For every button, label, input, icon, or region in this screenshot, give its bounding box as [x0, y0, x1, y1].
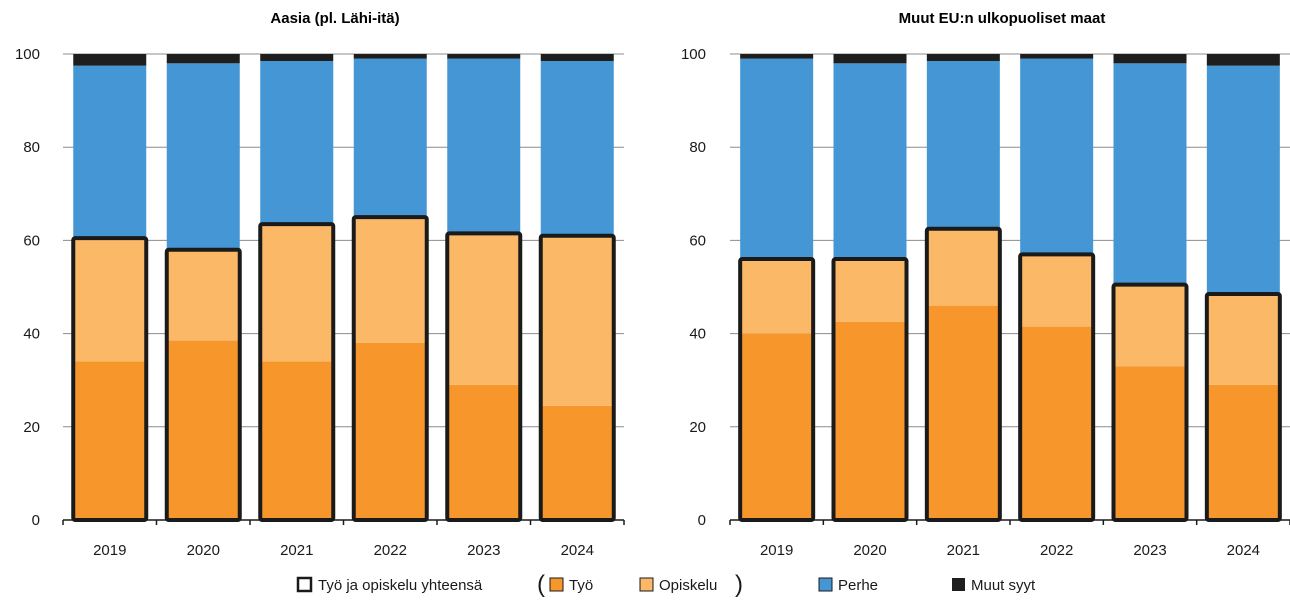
bar-segment-opiskelu	[1020, 254, 1094, 327]
bar-segment-opiskelu	[1206, 293, 1280, 385]
y-tick-label: 0	[32, 512, 40, 529]
bar-segment-työ	[73, 361, 147, 520]
bar-segment-opiskelu	[740, 259, 814, 334]
bar-segment-opiskelu	[260, 224, 334, 362]
legend-label-other: Muut syyt	[971, 577, 1036, 594]
y-tick-label: 80	[689, 139, 706, 156]
y-tick-label: 20	[689, 419, 706, 436]
bar-segment-perhe	[1113, 63, 1187, 285]
y-tick-label: 60	[23, 232, 40, 249]
bar-segment-muut-syyt	[1020, 54, 1094, 59]
bar-segment-työ	[1020, 326, 1094, 520]
bar-segment-muut-syyt	[1113, 54, 1187, 64]
bar-segment-työ	[447, 384, 521, 520]
bar-segment-työ	[1206, 384, 1280, 520]
bar-segment-perhe	[166, 63, 240, 250]
x-tick-label: 2020	[187, 542, 220, 559]
bar-segment-muut-syyt	[1206, 54, 1280, 66]
y-tick-label: 40	[23, 326, 40, 343]
x-tick-label: 2021	[280, 542, 313, 559]
chart-title: Aasia (pl. Lähi-itä)	[270, 10, 399, 27]
chart-panel-asia: Aasia (pl. Lähi-itä) 0 20 40 60 80 100 2019 202…	[15, 10, 625, 559]
bar-segment-perhe	[353, 58, 427, 218]
y-tick-label: 60	[689, 232, 706, 249]
bar-segment-muut-syyt	[833, 54, 907, 64]
bar-segment-opiskelu	[447, 233, 521, 385]
bar-segment-opiskelu	[833, 259, 907, 322]
legend-outline-square-icon	[296, 576, 313, 593]
legend-label-family: Perhe	[838, 577, 878, 594]
bar-segment-perhe	[833, 63, 907, 260]
bar-segment-perhe	[926, 60, 1000, 229]
bar-segment-muut-syyt	[73, 54, 147, 66]
bar-segment-muut-syyt	[740, 54, 814, 59]
bar-segment-työ	[166, 340, 240, 520]
bar-segment-työ	[260, 361, 334, 520]
x-tick-label: 2021	[947, 542, 980, 559]
bar-segment-perhe	[1020, 58, 1094, 255]
bar-segment-työ	[926, 305, 1000, 520]
y-tick-label: 0	[698, 512, 706, 529]
bar-segment-muut-syyt	[353, 54, 427, 59]
x-tick-label: 2020	[853, 542, 886, 559]
x-tick-label: 2019	[93, 542, 126, 559]
bar-segment-muut-syyt	[540, 54, 614, 61]
bar-segment-opiskelu	[1113, 284, 1187, 367]
legend-other-square-icon	[952, 578, 965, 591]
legend-label-study: Opiskelu	[659, 577, 717, 594]
x-tick-label: 2023	[467, 542, 500, 559]
bar-segment-opiskelu	[73, 238, 147, 362]
legend-work-square-icon	[549, 577, 564, 592]
bar-segment-työ	[1113, 366, 1187, 520]
bar-segment-opiskelu	[926, 228, 1000, 306]
y-tick-label: 20	[23, 419, 40, 436]
legend-paren-open: (	[537, 571, 545, 598]
bar-segment-perhe	[1206, 65, 1280, 294]
bar-segment-muut-syyt	[926, 54, 1000, 61]
x-tick-label: 2024	[1227, 542, 1260, 559]
bar-segment-työ	[740, 333, 814, 520]
legend-paren-close: )	[735, 571, 743, 598]
y-tick-label: 80	[23, 139, 40, 156]
x-tick-label: 2019	[760, 542, 793, 559]
bar-segment-perhe	[260, 60, 334, 225]
x-tick-label: 2022	[1040, 542, 1073, 559]
bar-segment-työ	[540, 405, 614, 520]
x-tick-label: 2023	[1133, 542, 1166, 559]
y-tick-label: 40	[689, 326, 706, 343]
legend-label-total: Työ ja opiskelu yhteensä	[318, 577, 483, 594]
bar-segment-perhe	[740, 58, 814, 260]
chart-panel-other-non-eu: Muut EU:n ulkopuoliset maat 0 20 40 60 80 100…	[681, 10, 1290, 559]
bar-segment-muut-syyt	[260, 54, 334, 61]
bar-segment-opiskelu	[166, 249, 240, 341]
bar-segment-työ	[833, 321, 907, 520]
bar-segment-perhe	[73, 65, 147, 239]
x-tick-label: 2024	[561, 542, 594, 559]
x-tick-label: 2022	[374, 542, 407, 559]
legend-family-square-icon	[818, 577, 833, 592]
legend-study-square-icon	[639, 577, 654, 592]
bar-segment-perhe	[540, 60, 614, 236]
bar-segment-muut-syyt	[166, 54, 240, 64]
bar-segment-perhe	[447, 58, 521, 234]
legend: Työ ja opiskelu yhteensä ( Työ Opiskelu …	[296, 571, 1036, 598]
y-tick-label: 100	[15, 46, 40, 63]
chart-title: Muut EU:n ulkopuoliset maat	[899, 10, 1106, 27]
y-tick-label: 100	[681, 46, 706, 63]
bar-segment-työ	[353, 342, 427, 520]
bar-segment-muut-syyt	[447, 54, 521, 59]
bar-segment-opiskelu	[353, 217, 427, 343]
bar-segment-opiskelu	[540, 235, 614, 406]
legend-label-work: Työ	[569, 577, 593, 594]
